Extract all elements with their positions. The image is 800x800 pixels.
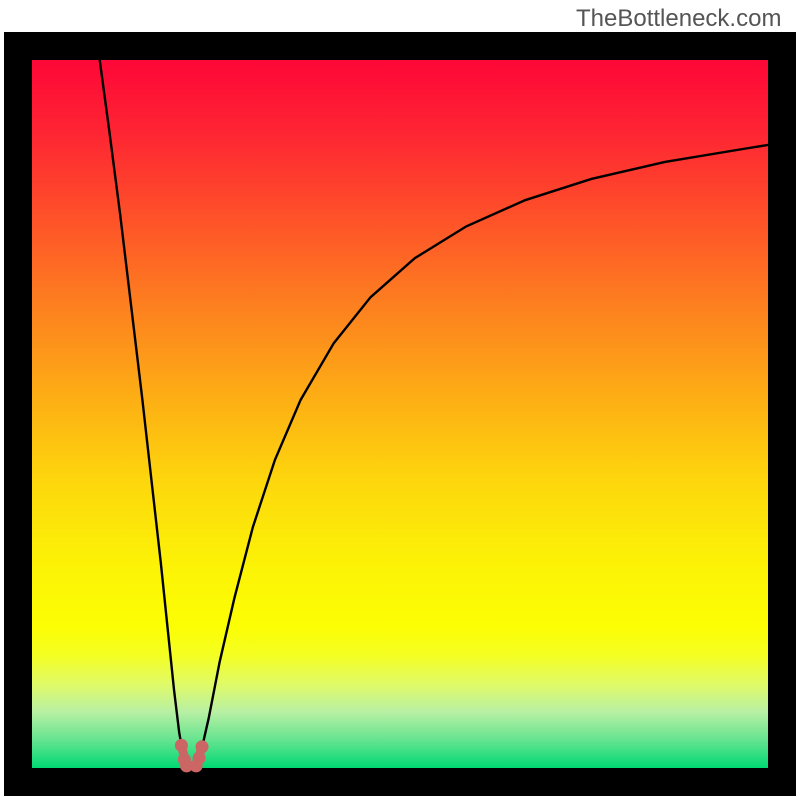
marker-dot xyxy=(175,739,187,751)
chart-container: { "canvas": { "width": 800, "height": 80… xyxy=(0,0,800,800)
marker-dot xyxy=(193,752,205,764)
marker-dot xyxy=(196,741,208,753)
gradient-background xyxy=(32,60,768,768)
plot-svg xyxy=(0,0,800,800)
